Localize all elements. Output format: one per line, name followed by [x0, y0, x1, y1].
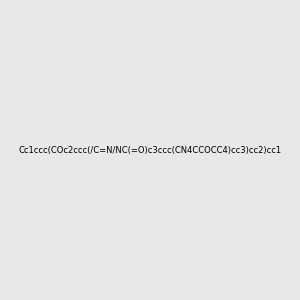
- Text: Cc1ccc(COc2ccc(/C=N/NC(=O)c3ccc(CN4CCOCC4)cc3)cc2)cc1: Cc1ccc(COc2ccc(/C=N/NC(=O)c3ccc(CN4CCOCC…: [18, 146, 282, 154]
